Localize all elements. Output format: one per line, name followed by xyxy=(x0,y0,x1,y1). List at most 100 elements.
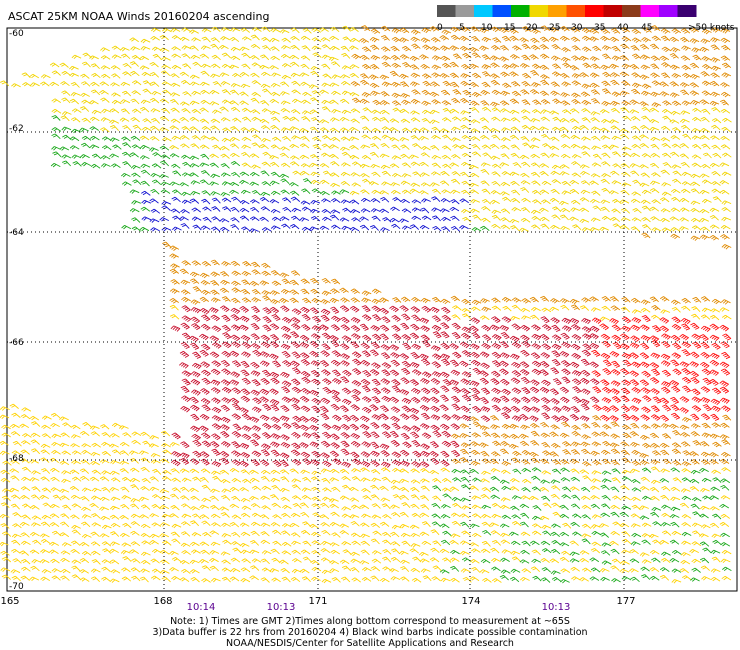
wind-barb xyxy=(631,28,642,35)
wind-barb xyxy=(349,64,360,69)
wind-barb xyxy=(629,64,640,70)
wind-barb xyxy=(650,136,661,142)
wind-barb xyxy=(302,27,312,34)
wind-barb xyxy=(651,80,662,86)
wind-barb xyxy=(121,136,131,142)
wind-barb xyxy=(170,82,181,88)
wind-barb xyxy=(339,127,350,132)
wind-barb xyxy=(122,142,132,148)
wind-barb xyxy=(611,55,622,61)
wind-barb xyxy=(539,126,549,131)
wind-barb xyxy=(189,45,199,52)
wind-barb xyxy=(399,137,410,142)
wind-barb xyxy=(442,80,452,87)
wind-barb xyxy=(459,144,470,150)
wind-barb xyxy=(571,154,582,159)
wind-barb xyxy=(449,108,460,114)
wind-barb xyxy=(249,127,259,133)
wind-barb xyxy=(80,154,90,159)
wind-barb xyxy=(470,107,480,113)
wind-barb xyxy=(350,81,361,87)
wind-barb xyxy=(349,136,359,141)
wind-barb xyxy=(239,46,250,52)
wind-barb xyxy=(512,162,522,169)
wind-barb xyxy=(51,115,61,121)
wind-barb xyxy=(469,63,479,70)
wind-barb xyxy=(620,54,630,61)
wind-barb xyxy=(160,160,170,167)
wind-barb xyxy=(170,92,180,97)
wind-barb xyxy=(600,127,610,133)
wind-barb xyxy=(410,110,420,115)
wind-barb xyxy=(559,164,570,169)
wind-barb xyxy=(441,29,452,35)
wind-barb xyxy=(711,65,721,72)
wind-barb xyxy=(521,26,532,32)
wind-barb xyxy=(142,118,152,124)
wind-barb xyxy=(232,73,242,78)
wind-barb xyxy=(531,28,541,34)
wind-barb xyxy=(71,108,82,113)
wind-barb xyxy=(711,118,722,124)
wind-barb xyxy=(380,100,390,106)
wind-barb xyxy=(460,171,470,178)
wind-barb xyxy=(289,126,300,131)
wind-barb xyxy=(380,109,390,115)
wind-barb xyxy=(560,25,570,32)
wind-barb xyxy=(571,161,581,167)
wind-barb xyxy=(469,82,479,88)
wind-barb xyxy=(139,106,150,113)
wind-barb xyxy=(120,172,131,178)
wind-barb xyxy=(381,134,392,139)
wind-barb xyxy=(81,135,92,141)
wind-barb xyxy=(140,46,151,51)
wind-barb xyxy=(480,168,490,175)
wind-barb xyxy=(480,90,491,96)
wind-barb xyxy=(561,47,571,53)
wind-barb xyxy=(111,54,122,59)
wind-barb xyxy=(681,100,692,106)
wind-barb xyxy=(301,45,311,52)
wind-barb xyxy=(230,83,241,88)
wind-barb xyxy=(122,125,132,131)
wind-barb xyxy=(241,144,251,150)
wind-barb xyxy=(580,145,591,150)
wind-barb xyxy=(340,74,351,79)
wind-barb xyxy=(470,100,480,107)
wind-barb xyxy=(600,135,611,140)
wind-barb xyxy=(181,27,192,32)
wind-barb xyxy=(311,45,322,51)
wind-barb xyxy=(169,153,180,158)
wind-barb xyxy=(401,99,411,106)
wind-barb xyxy=(621,36,632,42)
wind-barb xyxy=(80,142,91,149)
wind-barb xyxy=(241,116,252,123)
wind-barb xyxy=(310,70,320,77)
wind-barb xyxy=(521,54,531,61)
wind-barb xyxy=(301,116,311,122)
wind-barb xyxy=(239,100,249,106)
wind-barb xyxy=(449,162,460,167)
wind-barb xyxy=(250,34,260,41)
wind-barb xyxy=(459,46,470,52)
wind-barb xyxy=(329,99,339,105)
wind-barb xyxy=(391,36,402,43)
wind-barb xyxy=(370,163,380,169)
lon-label: 165 xyxy=(0,596,19,607)
wind-barb xyxy=(312,52,322,58)
wind-barb xyxy=(481,54,491,61)
wind-barb xyxy=(79,127,89,133)
legend-swatch xyxy=(511,5,530,17)
wind-barb xyxy=(641,106,651,113)
wind-barb xyxy=(480,135,490,140)
wind-barb xyxy=(521,72,532,79)
wind-barb xyxy=(291,80,301,87)
wind-barb xyxy=(611,28,621,34)
wind-barb xyxy=(340,136,351,142)
wind-barb xyxy=(692,107,702,113)
wind-barb xyxy=(241,63,251,70)
wind-barb xyxy=(441,100,452,106)
wind-barb xyxy=(140,99,151,105)
wind-barb xyxy=(191,135,201,141)
